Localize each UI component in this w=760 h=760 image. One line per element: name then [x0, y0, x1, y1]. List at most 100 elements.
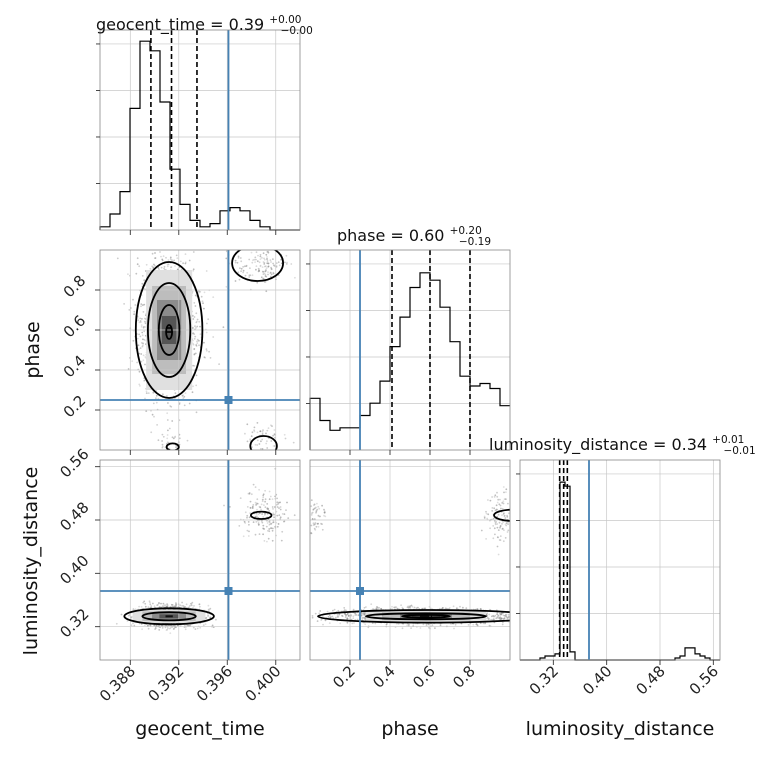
sample-point: [406, 606, 409, 609]
sample-point: [158, 624, 160, 627]
sample-point: [491, 496, 493, 498]
sample-point: [498, 617, 501, 620]
sample-point: [393, 606, 396, 609]
sample-point: [155, 397, 157, 400]
sample-point: [127, 368, 130, 370]
sample-point: [448, 607, 451, 609]
sample-point: [507, 616, 509, 619]
sample-point: [143, 303, 146, 306]
sample-point: [261, 431, 264, 433]
sample-point: [140, 360, 143, 363]
sample-point: [354, 613, 357, 615]
sample-point: [182, 605, 185, 607]
contour-line: [147, 282, 192, 378]
sample-point: [249, 438, 252, 441]
sample-point: [174, 265, 176, 267]
sample-point: [331, 615, 334, 618]
sample-point: [254, 486, 257, 488]
sample-point: [439, 624, 442, 627]
sample-point: [492, 525, 495, 527]
sample-point: [193, 348, 196, 350]
sample-point: [159, 251, 161, 253]
truth-layer: [100, 30, 590, 660]
title-geocent-time: geocent_time = 0.39 +0.00 −0.00: [96, 8, 313, 37]
sample-point: [494, 533, 496, 536]
sample-point: [273, 513, 275, 516]
sample-point: [143, 317, 146, 320]
sample-point: [195, 344, 198, 346]
sample-point: [128, 309, 131, 311]
sample-point: [244, 274, 247, 277]
sample-point: [286, 501, 288, 504]
sample-point: [270, 273, 273, 276]
sample-point: [265, 290, 268, 293]
sample-point: [192, 251, 195, 253]
truth-marker: [356, 587, 364, 595]
sample-point: [287, 517, 290, 519]
sample-point: [492, 537, 495, 540]
sample-point: [179, 604, 182, 607]
sample-point: [273, 516, 275, 519]
sample-point: [396, 607, 399, 610]
sample-point: [270, 440, 273, 442]
sample-point: [263, 272, 266, 275]
sample-point: [498, 503, 501, 506]
sample-point: [264, 274, 267, 276]
sample-point: [172, 627, 175, 630]
sample-point: [174, 605, 177, 608]
sample-point: [193, 333, 196, 336]
sample-point: [346, 617, 349, 620]
sample-point: [191, 327, 194, 329]
sample-point: [152, 602, 154, 605]
sample-point: [339, 622, 342, 625]
sample-point: [489, 527, 491, 530]
sample-point: [496, 515, 498, 518]
sample-point: [504, 517, 507, 519]
density-layer: [132, 270, 486, 623]
sample-point: [496, 495, 499, 498]
sample-point: [205, 616, 208, 619]
sample-point: [493, 507, 496, 510]
sample-point: [142, 342, 145, 345]
sample-point: [141, 345, 144, 348]
sample-point: [270, 527, 273, 530]
sample-point: [281, 530, 284, 533]
sample-point: [147, 627, 150, 630]
sample-point: [143, 600, 146, 603]
sample-point: [246, 514, 249, 517]
sample-point: [316, 620, 319, 622]
y-tick-label-luminosity_distance: 0.40: [56, 552, 92, 588]
sample-point: [163, 267, 166, 270]
sample-point: [253, 429, 256, 432]
sample-point: [161, 624, 164, 627]
sample-point: [244, 511, 247, 514]
sample-point: [257, 270, 260, 273]
sample-point: [311, 518, 314, 520]
sample-point: [251, 261, 254, 264]
sample-point: [313, 507, 316, 510]
x-axis-label-phase: phase: [381, 718, 438, 740]
sample-point: [328, 614, 331, 617]
x-axis-label-geocent-time: geocent_time: [135, 718, 264, 740]
sample-point: [184, 606, 187, 609]
sample-point: [355, 614, 358, 616]
sample-point: [193, 316, 196, 318]
sample-point: [284, 261, 286, 264]
sample-point: [165, 256, 167, 259]
sample-point: [168, 427, 171, 430]
sample-point: [497, 513, 500, 516]
sample-point: [496, 536, 499, 539]
sample-point: [264, 512, 267, 515]
sample-point: [313, 527, 316, 530]
sample-point: [140, 353, 143, 355]
sample-point: [356, 618, 359, 621]
sample-point: [246, 271, 249, 274]
sample-point: [203, 307, 205, 310]
sample-point: [380, 607, 382, 610]
sample-point: [132, 339, 135, 342]
sample-point: [194, 335, 197, 338]
sample-point: [316, 508, 319, 511]
sample-point: [427, 623, 430, 626]
sample-point: [259, 430, 262, 433]
sample-point: [171, 420, 174, 422]
